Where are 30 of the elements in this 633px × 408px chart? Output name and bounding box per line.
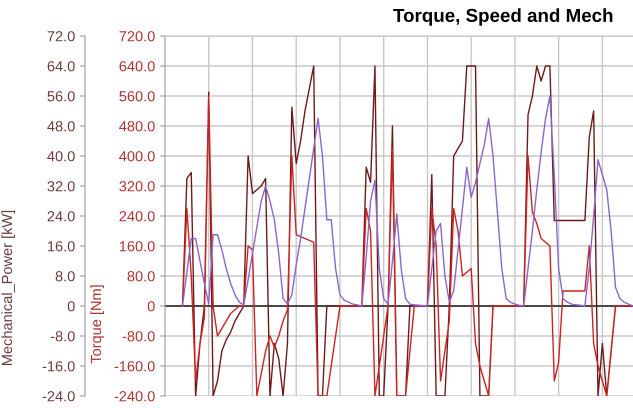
y-tick-label: 400.0 — [119, 151, 155, 162]
y-tick-label: 640.0 — [120, 61, 155, 72]
y2-tick-label: 72.0 — [48, 31, 75, 42]
y-tick-label: 0 — [148, 301, 155, 312]
y-tick-label: 320.0 — [119, 181, 155, 192]
y-tick-label: 160.0 — [120, 241, 155, 252]
y2-tick-label: 32.0 — [47, 181, 75, 192]
y-axis-title: Torque [Nm] — [90, 285, 104, 364]
y2-tick-label: -16.0 — [42, 361, 75, 372]
y2-tick-label: 24.0 — [48, 211, 75, 222]
y-tick-label: -80.0 — [122, 331, 155, 342]
y2-tick-label: 56.0 — [47, 91, 75, 102]
line-series — [182, 95, 633, 307]
y2-tick-label: 8.0 — [56, 271, 75, 282]
y2-tick-label: -24.0 — [42, 391, 75, 402]
y-tick-label: 240.0 — [120, 211, 155, 222]
y2-tick-label: 16.0 — [48, 241, 75, 252]
y2-axis-title: Mechanical_Power [kW] — [1, 210, 15, 366]
y-tick-label: 560.0 — [119, 91, 155, 102]
y-tick-label: 80.0 — [128, 271, 155, 282]
y2-tick-label: 40.0 — [47, 151, 75, 162]
y2-tick-label: -8.0 — [50, 331, 75, 342]
y2-tick-label: 0 — [68, 301, 75, 312]
y2-tick-label: 64.0 — [48, 61, 75, 72]
y-tick-label: 720.0 — [120, 31, 155, 42]
y-tick-label: 480.0 — [119, 121, 155, 132]
y-tick-label: -240.0 — [114, 391, 155, 402]
y-tick-label: -160.0 — [114, 361, 155, 372]
y2-tick-label: 48.0 — [47, 121, 75, 132]
chart-title: Torque, Speed and Mech — [393, 8, 612, 26]
